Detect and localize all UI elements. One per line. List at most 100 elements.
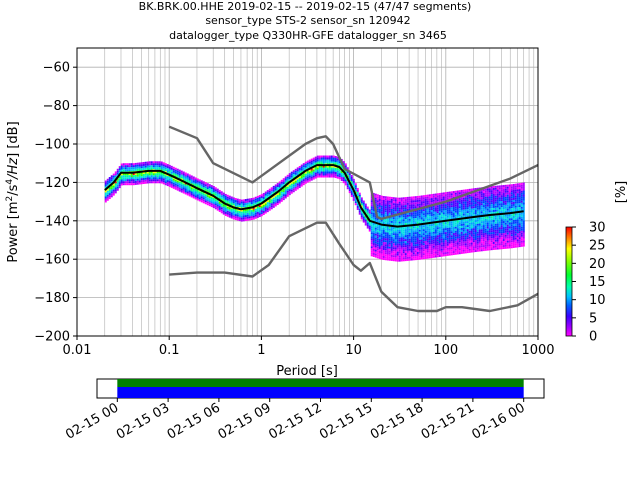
heat-cell xyxy=(332,175,335,178)
heat-cell xyxy=(324,169,327,172)
heat-cell xyxy=(502,209,505,212)
heat-cell xyxy=(406,238,409,241)
heat-cell xyxy=(402,205,405,208)
heat-cell xyxy=(382,246,385,249)
heat-cell xyxy=(390,228,393,231)
heat-cell xyxy=(174,179,177,182)
heat-cell xyxy=(216,206,219,209)
heat-cell xyxy=(446,233,449,236)
heat-cell xyxy=(482,243,485,246)
heat-cell xyxy=(518,231,521,234)
heat-cell xyxy=(428,246,431,249)
heat-cell xyxy=(260,204,263,207)
heat-cell xyxy=(166,166,169,169)
heat-cell xyxy=(186,187,189,190)
heat-cell xyxy=(486,212,489,215)
heat-cell xyxy=(510,186,513,189)
heat-cell xyxy=(232,209,235,212)
heat-cell xyxy=(340,178,343,181)
heat-cell xyxy=(480,225,483,228)
heat-cell xyxy=(440,248,443,251)
heat-cell xyxy=(408,222,411,225)
heat-cell xyxy=(240,199,243,202)
heat-cell xyxy=(380,247,383,250)
heat-cell xyxy=(414,232,417,235)
heat-cell xyxy=(130,167,133,170)
heat-cell xyxy=(162,164,165,167)
heat-cell xyxy=(238,213,241,216)
heat-cell xyxy=(410,214,413,217)
heat-cell xyxy=(278,193,281,196)
heat-cell xyxy=(400,237,403,240)
heat-cell xyxy=(404,257,407,260)
heat-cell xyxy=(476,191,479,194)
heat-cell xyxy=(242,201,245,204)
heat-cell xyxy=(424,248,427,251)
heat-cell xyxy=(186,191,189,194)
heat-cell xyxy=(362,204,365,207)
heat-cell xyxy=(514,193,517,196)
heat-cell xyxy=(484,234,487,237)
heat-cell xyxy=(396,207,399,210)
heat-cell xyxy=(322,165,325,168)
heat-cell xyxy=(266,192,269,195)
heat-cell xyxy=(470,188,473,191)
heat-cell xyxy=(376,218,379,221)
heat-cell xyxy=(476,217,479,220)
heat-cell xyxy=(414,236,417,239)
heat-cell xyxy=(226,200,229,203)
heat-cell xyxy=(458,214,461,217)
heat-cell xyxy=(268,198,271,201)
heat-cell xyxy=(502,221,505,224)
colorbar-tick-label: 15 xyxy=(589,275,606,290)
heat-cell xyxy=(488,228,491,231)
heat-cell xyxy=(360,211,363,214)
heat-cell xyxy=(106,194,109,197)
heat-cell xyxy=(478,235,481,238)
heat-cell xyxy=(468,226,471,229)
heat-cell xyxy=(412,242,415,245)
heat-cell xyxy=(520,238,523,241)
heat-cell xyxy=(508,208,511,211)
heat-cell xyxy=(294,180,297,183)
heat-cell xyxy=(434,223,437,226)
heat-cell xyxy=(508,246,511,249)
heat-cell xyxy=(436,245,439,248)
heat-cell xyxy=(522,192,525,195)
heat-cell xyxy=(428,248,431,251)
heat-cell xyxy=(478,241,481,244)
heat-cell xyxy=(508,194,511,197)
heat-cell xyxy=(482,233,485,236)
heat-cell xyxy=(122,181,125,184)
heat-cell xyxy=(218,201,221,204)
heat-cell xyxy=(444,232,447,235)
heat-cell xyxy=(418,243,421,246)
heat-cell xyxy=(468,218,471,221)
heat-cell xyxy=(370,206,373,209)
heat-cell xyxy=(310,172,313,175)
heat-cell xyxy=(416,231,419,234)
heat-cell xyxy=(522,184,525,187)
heat-cell xyxy=(406,220,409,223)
heat-cell xyxy=(288,189,291,192)
heat-cell xyxy=(508,222,511,225)
heat-cell xyxy=(392,219,395,222)
heat-cell xyxy=(474,212,477,215)
heat-cell xyxy=(462,205,465,208)
heat-cell xyxy=(186,193,189,196)
heat-cell xyxy=(496,231,499,234)
heat-cell xyxy=(522,188,525,191)
heat-cell xyxy=(152,181,155,184)
heat-cell xyxy=(452,207,455,210)
heat-cell xyxy=(446,197,449,200)
heat-cell xyxy=(384,228,387,231)
heat-cell xyxy=(510,184,513,187)
heat-cell xyxy=(368,229,371,232)
heat-cell xyxy=(428,256,431,259)
heat-cell xyxy=(374,217,377,220)
heat-cell xyxy=(470,242,473,245)
heat-cell xyxy=(436,255,439,258)
heat-cell xyxy=(264,207,267,210)
heat-cell xyxy=(418,253,421,256)
